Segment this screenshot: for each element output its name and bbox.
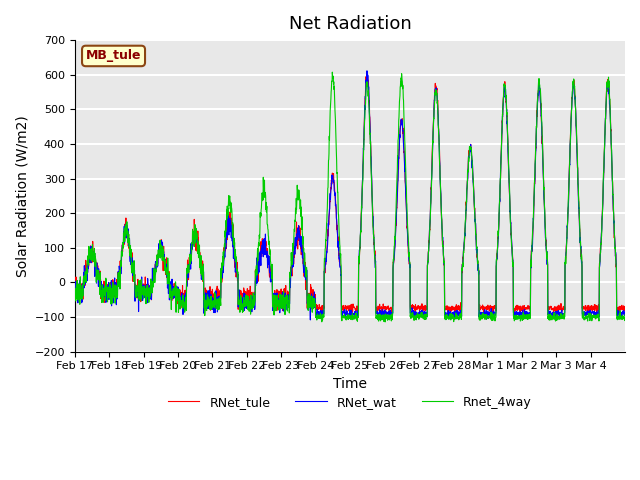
Rnet_4way [516, 314, 524, 320]
RNet_tule [516, 304, 524, 310]
Rnet_4way [71, 289, 79, 295]
Line: RNet_wat: RNet_wat [75, 71, 625, 320]
RNet_wat [363, 68, 371, 74]
Rnet_4way [614, 314, 621, 320]
RNet_tule [363, 71, 371, 76]
Rnet_4way [126, 245, 134, 251]
X-axis label: Time: Time [333, 377, 367, 391]
RNet_tule [554, 311, 562, 316]
Legend: RNet_tule, RNet_wat, Rnet_4way: RNet_tule, RNet_wat, Rnet_4way [163, 391, 536, 414]
Line: Rnet_4way: Rnet_4way [75, 72, 625, 322]
Rnet_4way [328, 69, 336, 75]
Text: MB_tule: MB_tule [86, 49, 141, 62]
Rnet_4way [547, 314, 555, 320]
RNet_wat [516, 311, 524, 317]
RNet_tule [383, 305, 391, 311]
RNet_wat [614, 312, 621, 318]
RNet_tule [621, 305, 629, 311]
RNet_tule [614, 307, 621, 312]
Rnet_4way [621, 312, 629, 317]
Rnet_4way [244, 294, 252, 300]
Rnet_4way [381, 319, 389, 325]
Line: RNet_tule: RNet_tule [75, 73, 625, 313]
RNet_tule [126, 245, 134, 251]
Y-axis label: Solar Radiation (W/m2): Solar Radiation (W/m2) [15, 115, 29, 276]
RNet_tule [71, 290, 79, 296]
Rnet_4way [383, 312, 391, 318]
RNet_wat [71, 289, 79, 295]
RNet_tule [547, 303, 554, 309]
Title: Net Radiation: Net Radiation [289, 15, 412, 33]
RNet_wat [126, 249, 134, 254]
RNet_wat [244, 307, 252, 312]
RNet_wat [383, 311, 391, 317]
RNet_tule [244, 303, 252, 309]
RNet_wat [621, 310, 629, 315]
RNet_wat [547, 311, 555, 316]
RNet_wat [307, 317, 314, 323]
